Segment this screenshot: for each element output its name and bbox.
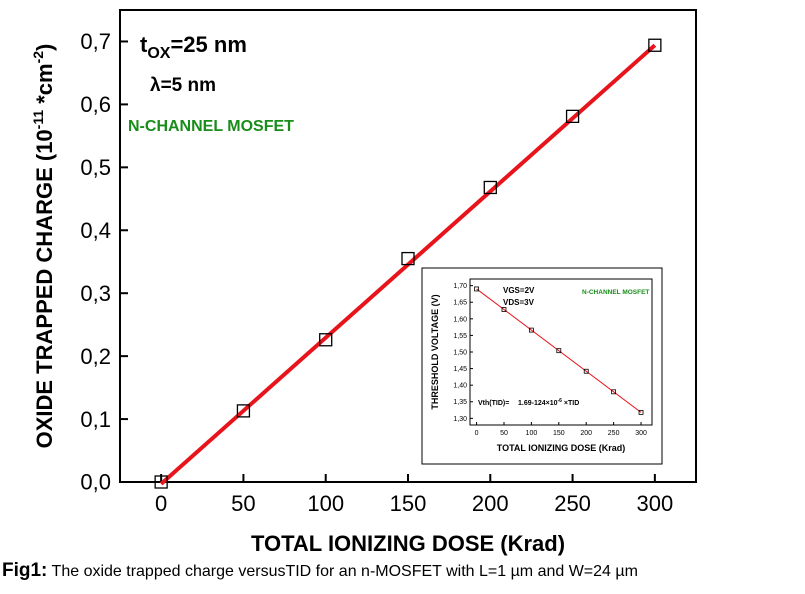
inset-x-tick-label: 100 (526, 430, 538, 437)
tox-base: t (140, 32, 148, 57)
main-data-point (401, 251, 415, 266)
figure-caption: Fig1: The oxide trapped charge versusTID… (2, 560, 802, 582)
main-x-tick-label: 150 (390, 491, 427, 516)
main-x-tick-label: 300 (636, 491, 673, 516)
inset-y-tick-label: 1,30 (453, 416, 467, 423)
inset-data-point (501, 307, 507, 312)
inset-y-tick-label: 1,40 (453, 383, 467, 390)
main-y-tick-label: 0,3 (80, 281, 111, 306)
inset-eq-tail: ×TID (562, 400, 579, 407)
inset-y-tick-label: 1,50 (453, 349, 467, 356)
inset-vds-annotation: VDS=3V (503, 298, 535, 307)
inset-equation-label: Vth(TID)= (478, 400, 509, 407)
main-data-point (236, 404, 251, 418)
inset-x-axis-label: TOTAL IONIZING DOSE (Krad) (497, 443, 626, 453)
main-y-tick-label: 0,0 (80, 470, 111, 495)
main-data-point (565, 109, 580, 124)
inset-data-point (528, 327, 534, 333)
main-data-points (154, 38, 662, 489)
inset-data-point (474, 286, 479, 292)
inset-x-tick-label: 50 (500, 430, 508, 437)
inset-y-tick-label: 1,45 (453, 366, 467, 373)
inset-data-point (611, 389, 617, 395)
inset-data-point (556, 348, 562, 354)
main-x-tick-label: 50 (231, 491, 255, 516)
main-y-tick-label: 0,7 (80, 29, 111, 54)
inset-x-tick-label: 200 (580, 430, 592, 437)
inset-y-tick-label: 1,65 (453, 300, 467, 307)
main-data-point (483, 180, 497, 195)
inset-y-axis-label: THRESHOLD VOLTAGE (V) (430, 294, 440, 409)
inset-device-annotation: N-CHANNEL MOSFET (582, 289, 649, 296)
main-y-label-part1: OXIDE TRAPPED CHARGE (10 (32, 129, 57, 448)
main-y-tick-label: 0,6 (80, 92, 111, 117)
main-y-label-part2: *cm (32, 63, 57, 109)
inset-y-tick-label: 1,35 (453, 399, 467, 406)
main-data-point (319, 333, 333, 347)
main-x-tick-label: 0 (155, 491, 167, 516)
main-y-tick-label: 0,4 (80, 218, 111, 243)
main-y-label-exp1: -11 (30, 110, 46, 130)
caption-fig-label: Fig1: (2, 560, 48, 581)
inset-x-tick-label: 150 (553, 430, 565, 437)
inset-eq-base: 1.69-124×10 (518, 400, 558, 407)
main-y-label-exp2: -2 (30, 51, 46, 64)
inset-data-point (638, 409, 644, 415)
inset-y-tick-label: 1,70 (453, 283, 467, 290)
inset-equation: 1.69-124×10-6 ×TID (518, 398, 579, 407)
inset-background (421, 267, 663, 465)
main-data-point (648, 38, 662, 52)
device-annotation: N-CHANNEL MOSFET (128, 118, 294, 135)
inset-x-tick-label: 300 (635, 430, 647, 437)
main-axis-ticks: 0 50 100 150 200 250 300 0,0 0,1 0,2 0,3 0,4 0,5 0,6 0… (80, 29, 673, 516)
inset-x-tick-label: 0 (475, 430, 479, 437)
inset-data-points (474, 286, 644, 415)
main-y-tick-label: 0,5 (80, 155, 111, 180)
tox-value: =25 nm (170, 32, 246, 57)
inset-eq-exponent: -6 (558, 398, 563, 404)
inset-vgs-annotation: VGS=2V (503, 286, 535, 295)
main-x-tick-label: 200 (472, 491, 509, 516)
main-x-axis-label: TOTAL IONIZING DOSE (Krad) (251, 531, 565, 556)
inset-axis-ticks: 0 50 100 150 200 250 300 1,30 1,35 1,40 1,45 1,50 1,… (453, 283, 647, 437)
main-y-tick-label: 0,1 (80, 407, 111, 432)
main-x-tick-label: 250 (554, 491, 591, 516)
tox-subscript: OX (147, 45, 170, 62)
inset-fit-line-group (476, 288, 642, 413)
main-y-label-part3: ) (32, 44, 57, 51)
inset-data-point (583, 368, 589, 374)
lambda-annotation: λ=5 nm (150, 75, 216, 96)
inset-y-tick-label: 1,60 (453, 316, 467, 323)
inset-x-tick-label: 250 (608, 430, 620, 437)
main-y-axis-label: OXIDE TRAPPED CHARGE (10-11 *cm-2) (30, 44, 57, 449)
caption-text: The oxide trapped charge versusTID for a… (47, 563, 638, 580)
inset-fit-line (476, 288, 642, 413)
main-data-point (154, 475, 168, 489)
main-x-tick-label: 100 (307, 491, 344, 516)
main-y-tick-label: 0,2 (80, 344, 111, 369)
inset-y-tick-label: 1,55 (453, 333, 467, 340)
tox-annotation: tOX=25 nm (140, 32, 247, 62)
